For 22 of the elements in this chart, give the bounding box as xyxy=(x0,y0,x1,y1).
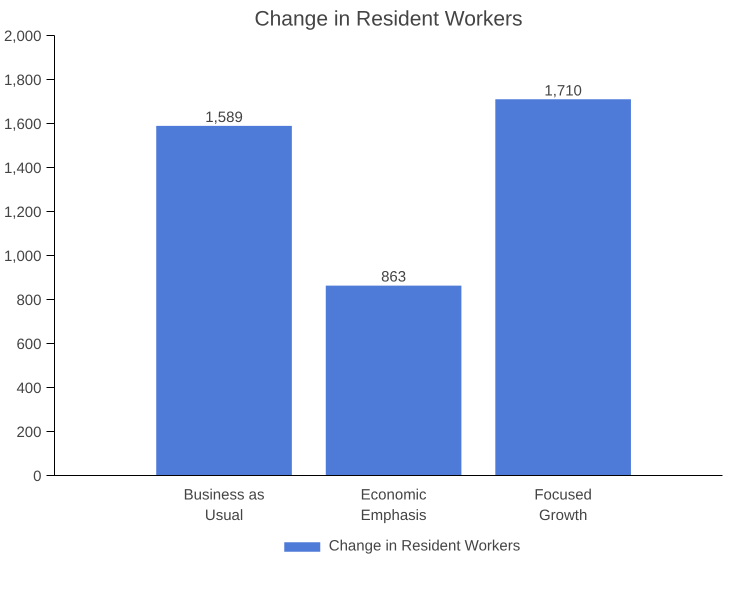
y-tick-label: 0 xyxy=(33,468,42,485)
y-tick-label: 600 xyxy=(16,336,42,353)
data-label: 1,589 xyxy=(205,108,243,126)
data-label: 1,710 xyxy=(544,82,582,100)
y-tick-label: 2,000 xyxy=(4,28,42,45)
data-label: 863 xyxy=(381,268,406,286)
y-tick-label: 1,600 xyxy=(4,116,42,133)
x-tick-label: Focused Growth xyxy=(534,486,592,524)
y-tick-label: 1,800 xyxy=(4,72,42,89)
y-tick-label: 1,200 xyxy=(4,204,42,221)
bar xyxy=(326,286,462,476)
y-tick-label: 1,400 xyxy=(4,160,42,177)
bar xyxy=(156,126,292,476)
legend-label: Change in Resident Workers xyxy=(328,538,520,554)
y-tick-label: 200 xyxy=(16,424,42,441)
y-tick-label: 1,000 xyxy=(4,248,42,265)
chart-title: Change in Resident Workers xyxy=(254,8,523,30)
x-tick-label: Economic Emphasis xyxy=(360,486,428,524)
bar xyxy=(495,99,631,476)
y-tick-label: 400 xyxy=(16,380,42,397)
x-tick-label: Business as Usual xyxy=(184,486,264,524)
y-tick-label: 800 xyxy=(16,292,42,309)
